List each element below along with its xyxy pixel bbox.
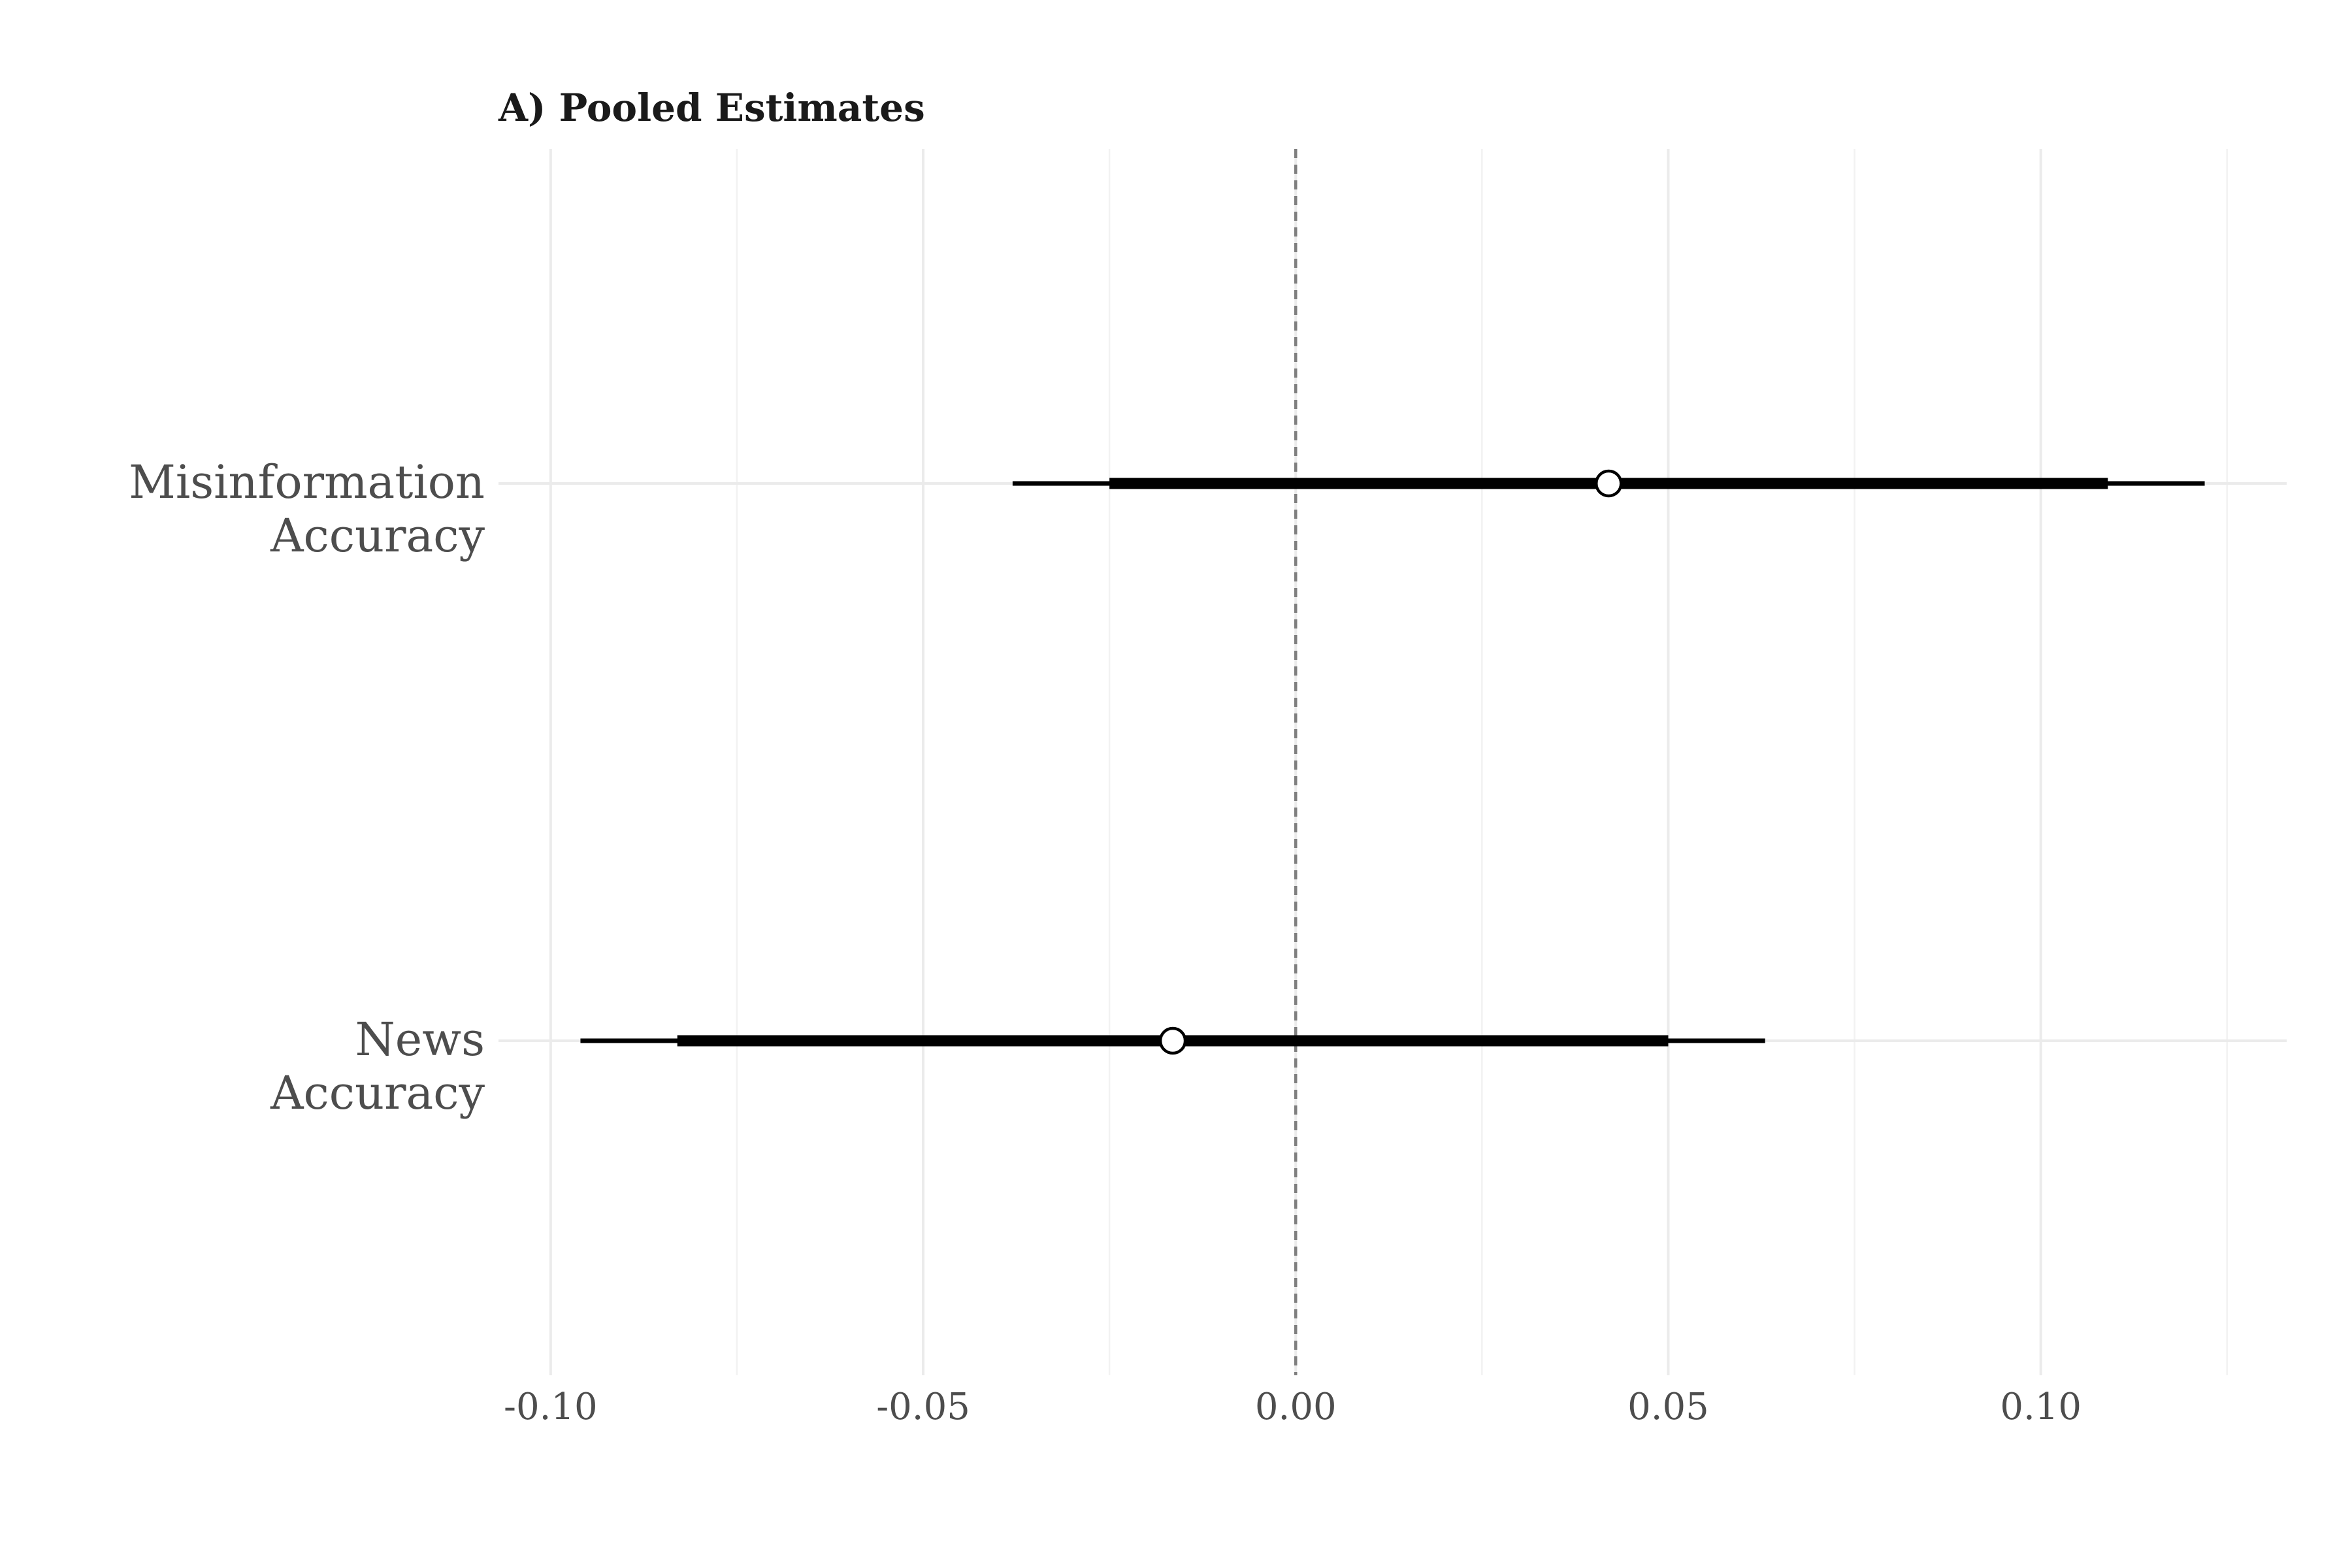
y-axis-label-line: News [355, 1013, 485, 1066]
x-tick-label: -0.10 [504, 1386, 598, 1428]
estimates-group [580, 469, 2205, 1055]
x-tick-label: 0.05 [1627, 1386, 1709, 1428]
x-tick-label: -0.05 [876, 1386, 970, 1428]
chart-title: A) Pooled Estimates [498, 86, 925, 130]
y-axis-label: Misinformation Accuracy [129, 455, 485, 563]
y-axis-label: News Accuracy [270, 1013, 485, 1120]
x-tick-label: 0.00 [1255, 1386, 1337, 1428]
grid-lines [498, 149, 2287, 1375]
y-axis-label-line: Accuracy [270, 1066, 485, 1120]
x-tick-label: 0.10 [2000, 1386, 2082, 1428]
y-axis-label-line: Misinformation [129, 455, 485, 509]
point-estimate [1594, 469, 1623, 498]
y-axis-label-line: Accuracy [270, 509, 485, 563]
x-axis-tick-labels: -0.10 -0.05 0.00 0.05 0.10 [504, 1386, 2082, 1428]
point-estimate [1158, 1026, 1187, 1055]
